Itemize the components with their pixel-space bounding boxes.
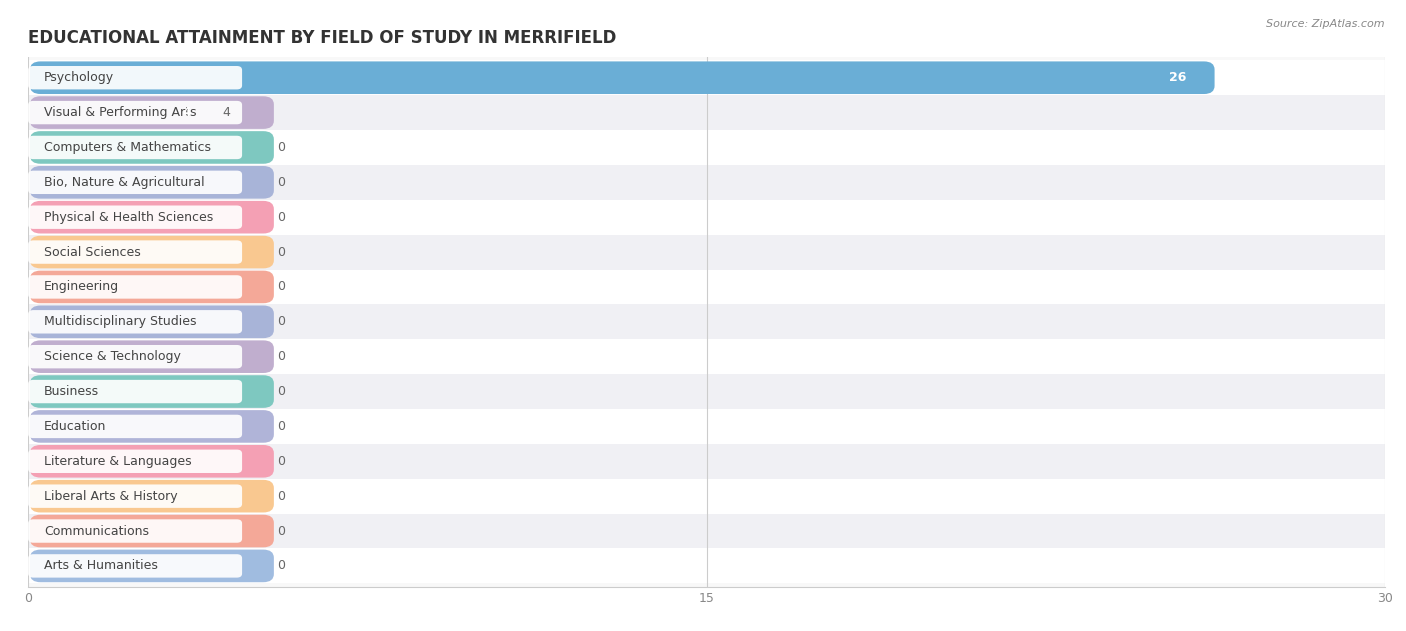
Text: 0: 0 — [277, 316, 285, 328]
FancyBboxPatch shape — [28, 136, 242, 159]
Bar — [0, 339, 1406, 374]
Text: Communications: Communications — [44, 524, 149, 538]
Text: 4: 4 — [183, 106, 191, 119]
Text: 0: 0 — [277, 176, 285, 189]
Text: 4: 4 — [222, 106, 231, 119]
FancyBboxPatch shape — [28, 345, 242, 369]
FancyBboxPatch shape — [30, 271, 274, 304]
Text: Education: Education — [44, 420, 107, 433]
Text: Multidisciplinary Studies: Multidisciplinary Studies — [44, 316, 197, 328]
FancyBboxPatch shape — [28, 310, 242, 334]
FancyBboxPatch shape — [28, 206, 242, 229]
FancyBboxPatch shape — [28, 380, 242, 403]
Text: 0: 0 — [277, 245, 285, 259]
Bar — [0, 165, 1406, 200]
Bar — [0, 374, 1406, 409]
FancyBboxPatch shape — [28, 450, 242, 473]
Text: 0: 0 — [277, 455, 285, 468]
FancyBboxPatch shape — [30, 550, 274, 582]
FancyBboxPatch shape — [28, 415, 242, 438]
FancyBboxPatch shape — [28, 275, 242, 298]
FancyBboxPatch shape — [28, 66, 242, 90]
FancyBboxPatch shape — [28, 170, 242, 194]
Text: 0: 0 — [277, 420, 285, 433]
Text: Liberal Arts & History: Liberal Arts & History — [44, 490, 177, 503]
Bar — [0, 444, 1406, 479]
FancyBboxPatch shape — [28, 554, 242, 577]
FancyBboxPatch shape — [30, 61, 1215, 94]
FancyBboxPatch shape — [30, 515, 274, 547]
Text: 0: 0 — [277, 350, 285, 363]
FancyBboxPatch shape — [28, 101, 242, 124]
Text: Source: ZipAtlas.com: Source: ZipAtlas.com — [1267, 19, 1385, 29]
FancyBboxPatch shape — [30, 445, 274, 478]
Bar — [0, 548, 1406, 583]
FancyBboxPatch shape — [28, 240, 242, 264]
Text: 0: 0 — [277, 211, 285, 224]
Text: 0: 0 — [277, 280, 285, 293]
FancyBboxPatch shape — [30, 340, 274, 373]
Bar — [0, 200, 1406, 235]
Text: Physical & Health Sciences: Physical & Health Sciences — [44, 211, 214, 224]
Text: 0: 0 — [277, 524, 285, 538]
Text: Science & Technology: Science & Technology — [44, 350, 181, 363]
Text: 0: 0 — [277, 560, 285, 572]
Text: Visual & Performing Arts: Visual & Performing Arts — [44, 106, 197, 119]
Text: Social Sciences: Social Sciences — [44, 245, 141, 259]
Bar — [0, 514, 1406, 548]
FancyBboxPatch shape — [30, 201, 274, 233]
Text: EDUCATIONAL ATTAINMENT BY FIELD OF STUDY IN MERRIFIELD: EDUCATIONAL ATTAINMENT BY FIELD OF STUDY… — [28, 29, 616, 47]
Text: Psychology: Psychology — [44, 71, 114, 84]
FancyBboxPatch shape — [30, 375, 274, 408]
Text: Bio, Nature & Agricultural: Bio, Nature & Agricultural — [44, 176, 205, 189]
Bar — [0, 304, 1406, 339]
Text: Computers & Mathematics: Computers & Mathematics — [44, 141, 211, 154]
Bar — [0, 130, 1406, 165]
Bar — [0, 61, 1406, 95]
Bar — [0, 235, 1406, 269]
FancyBboxPatch shape — [30, 410, 274, 443]
FancyBboxPatch shape — [30, 236, 274, 268]
FancyBboxPatch shape — [28, 485, 242, 508]
Text: Business: Business — [44, 385, 98, 398]
Bar — [0, 409, 1406, 444]
Text: 0: 0 — [277, 385, 285, 398]
FancyBboxPatch shape — [30, 131, 274, 164]
Text: Literature & Languages: Literature & Languages — [44, 455, 191, 468]
FancyBboxPatch shape — [30, 97, 274, 129]
FancyBboxPatch shape — [30, 305, 274, 338]
FancyBboxPatch shape — [30, 166, 274, 199]
Bar — [0, 95, 1406, 130]
FancyBboxPatch shape — [30, 480, 274, 512]
FancyBboxPatch shape — [28, 519, 242, 543]
Bar — [0, 269, 1406, 304]
Text: 26: 26 — [1168, 71, 1185, 84]
Text: 0: 0 — [277, 490, 285, 503]
Text: Arts & Humanities: Arts & Humanities — [44, 560, 157, 572]
Bar — [0, 479, 1406, 514]
Text: 0: 0 — [277, 141, 285, 154]
Text: Engineering: Engineering — [44, 280, 120, 293]
